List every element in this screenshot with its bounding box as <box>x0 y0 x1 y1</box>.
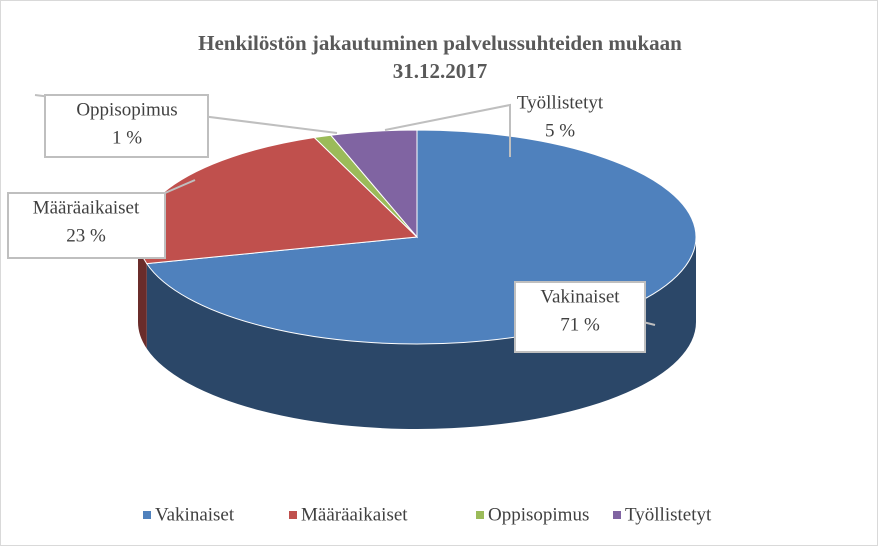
label-box <box>514 281 646 353</box>
data-label-name: Vakinaiset <box>540 286 620 307</box>
data-label-value: 23 % <box>66 225 106 246</box>
chart-title: 31.12.2017 <box>393 59 488 83</box>
legend-swatch <box>476 511 484 519</box>
legend-label: Vakinaiset <box>155 504 235 525</box>
data-label-name: Oppisopimus <box>76 99 177 120</box>
label-box <box>7 192 166 259</box>
slice <box>329 129 418 239</box>
legend-swatch <box>289 511 297 519</box>
slice-side <box>138 237 147 349</box>
data-label-name: Työllistetyt <box>517 92 604 113</box>
slice-side <box>146 237 696 429</box>
leader-line <box>164 179 196 194</box>
legend-label: Määräaikaiset <box>301 504 408 525</box>
legend-label: Työllistetyt <box>625 504 712 525</box>
legend-label: Oppisopimus <box>488 504 589 525</box>
leader-line <box>384 103 511 157</box>
data-label-value: 1 % <box>112 127 142 148</box>
chart-title: Henkilöstön jakautuminen palvelussuhteid… <box>198 31 682 55</box>
data-label-value: 5 % <box>545 120 575 141</box>
legend-swatch <box>613 511 621 519</box>
legend-swatch <box>143 511 151 519</box>
data-label-name: Määräaikaiset <box>33 197 140 218</box>
data-label-value: 71 % <box>560 314 600 335</box>
label-box <box>44 94 209 158</box>
